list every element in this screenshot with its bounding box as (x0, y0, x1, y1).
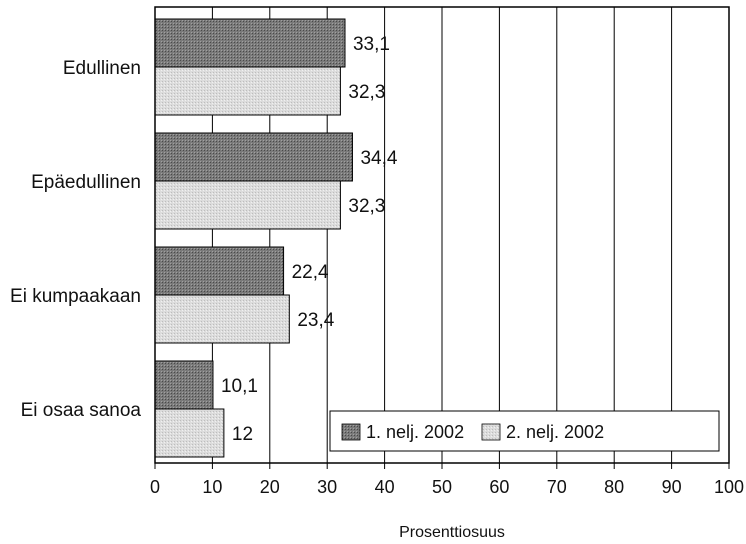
category-label: Ei osaa sanoa (21, 400, 142, 421)
data-label: 32,3 (348, 82, 385, 103)
x-tick-label: 30 (317, 477, 337, 497)
bar-2 (154, 408, 225, 458)
x-tick-label: 70 (547, 477, 567, 497)
bar-2 (154, 180, 341, 230)
x-tick-label: 10 (202, 477, 222, 497)
legend-swatch-series-2 (481, 423, 501, 441)
category-label: Ei kumpaakaan (10, 286, 141, 307)
bar-2 (154, 66, 341, 116)
x-tick-label: 0 (150, 477, 160, 497)
x-tick-label: 60 (489, 477, 509, 497)
x-tick-label: 50 (432, 477, 452, 497)
data-label: 34,4 (360, 148, 397, 169)
data-label: 12 (232, 424, 253, 445)
category-labels: Edullinen Epäedullinen Ei kumpaakaan Ei osa… (10, 58, 141, 421)
data-label: 22,4 (292, 262, 329, 283)
legend-swatch-series-1 (341, 423, 361, 441)
data-label: 10,1 (221, 376, 258, 397)
category-label: Epäedullinen (31, 172, 141, 193)
x-tick-label: 80 (604, 477, 624, 497)
data-label: 33,1 (353, 34, 390, 55)
data-labels: 33,1 32,3 34,4 32,3 22,4 23,4 10,1 12 (221, 34, 398, 445)
legend-box (329, 410, 720, 452)
data-label: 23,4 (297, 310, 334, 331)
bar-1 (154, 246, 285, 296)
bar-2 (154, 294, 290, 344)
x-axis-title: Prosenttiosuus (399, 524, 505, 541)
x-tick-label: 100 (714, 477, 744, 497)
x-tick-label: 40 (375, 477, 395, 497)
legend-label-series-2: 2. nelj. 2002 (506, 422, 604, 442)
x-tick-label: 20 (260, 477, 280, 497)
x-axis-ticks: 0 10 20 30 40 50 60 70 80 90 100 (150, 463, 744, 497)
x-tick-label: 90 (662, 477, 682, 497)
bar-1 (154, 360, 214, 410)
bar-1 (154, 18, 346, 68)
legend-label-series-1: 1. nelj. 2002 (366, 422, 464, 442)
bars (154, 18, 353, 458)
bar-1 (154, 132, 353, 182)
data-label: 32,3 (348, 196, 385, 217)
legend: 1. nelj. 2002 2. nelj. 2002 (329, 410, 720, 452)
category-label: Edullinen (63, 58, 141, 79)
